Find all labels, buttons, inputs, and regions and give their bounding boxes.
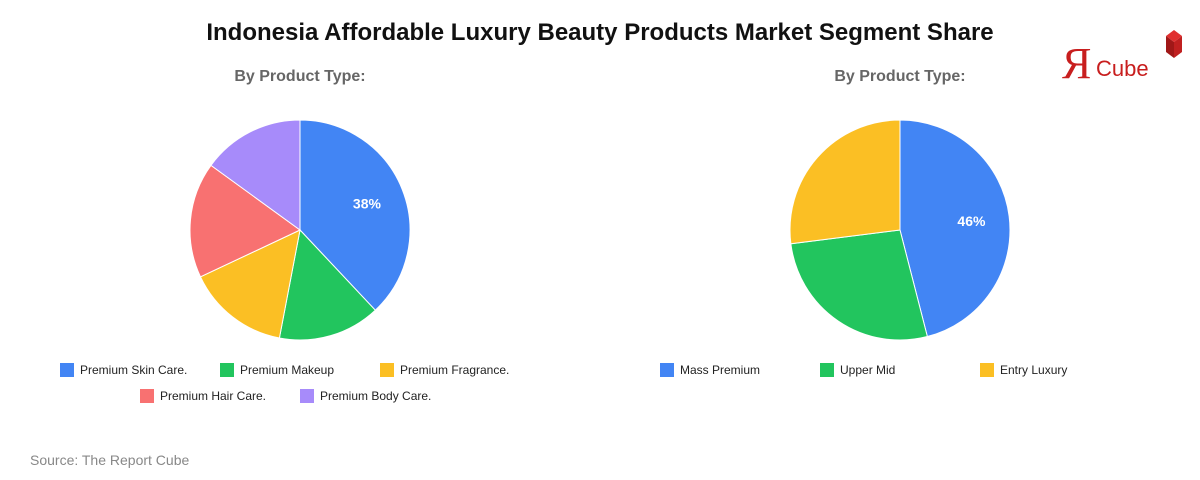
pie-slice-upper-mid	[790, 229, 928, 341]
legend-label: Mass Premium	[680, 363, 761, 377]
pie-slice-premium-hair-care	[189, 164, 301, 278]
legend-item-premium-skin-care: Premium Skin Care.	[60, 362, 187, 378]
legend-item-entry-luxury: Entry Luxury	[980, 362, 1067, 378]
legend-label: Premium Skin Care.	[80, 363, 188, 377]
legend-swatch	[980, 363, 994, 377]
rcube-logo: Я Cube	[1062, 30, 1182, 84]
pie-svg: 46%	[789, 119, 1011, 341]
logo-mark: Я	[1062, 39, 1091, 84]
pie-data-label: 38%	[353, 195, 382, 211]
pie-svg: 38%	[189, 119, 411, 341]
pie-chart-tier: By Product Type: 46% Mass Premium Upper M…	[600, 0, 1200, 480]
legend-swatch	[140, 389, 154, 403]
chart-subtitle: By Product Type:	[834, 68, 966, 85]
pie-slice-premium-fragrance	[199, 229, 301, 339]
pie-data-label: 46%	[957, 213, 986, 229]
legend-label: Premium Hair Care.	[160, 389, 267, 403]
chart-subtitle: By Product Type:	[234, 68, 366, 85]
legend-swatch	[380, 363, 394, 377]
legend-label: Upper Mid	[840, 363, 896, 377]
legend-item-premium-fragrance: Premium Fragrance.	[380, 362, 509, 378]
legend-item-mass-premium: Mass Premium	[660, 362, 760, 378]
chart-main-title: Indonesia Affordable Luxury Beauty Produ…	[206, 19, 994, 46]
pie-slice-premium-skin-care	[299, 119, 411, 311]
pie-slice-premium-body-care	[210, 119, 301, 231]
legend-label: Premium Fragrance.	[400, 363, 510, 377]
legend-label: Entry Luxury	[1000, 363, 1068, 377]
pie-slice-mass-premium	[899, 119, 1011, 338]
legend-swatch	[660, 363, 674, 377]
legend-label: Premium Makeup	[240, 363, 335, 377]
legend-item-premium-hair-care: Premium Hair Care.	[140, 388, 266, 404]
source-note: Source: The Report Cube	[30, 452, 190, 468]
legend-item-upper-mid: Upper Mid	[820, 362, 895, 378]
legend-swatch	[820, 363, 834, 377]
legend-label: Premium Body Care.	[320, 389, 432, 403]
legend-swatch	[220, 363, 234, 377]
pie-chart-product-type: By Product Type: 38% Premium Skin Care. P…	[60, 68, 509, 404]
legend-swatch	[300, 389, 314, 403]
pie-slice-entry-luxury	[789, 119, 901, 245]
legend-item-premium-makeup: Premium Makeup	[220, 362, 334, 378]
legend-item-premium-body-care: Premium Body Care.	[300, 388, 431, 404]
pie-slice-premium-makeup	[278, 228, 377, 341]
logo-text: Cube	[1096, 56, 1149, 81]
legend-swatch	[60, 363, 74, 377]
